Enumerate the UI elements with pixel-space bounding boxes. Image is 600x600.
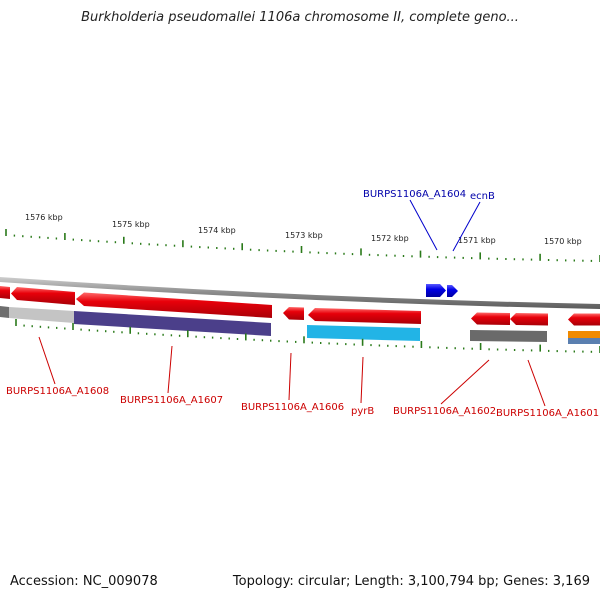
gene-burps1106a-a1602[interactable] [471,312,510,326]
leader-lines [38,199,546,407]
label-pyrb[interactable]: pyrB [351,406,374,417]
scale-ruler-top [5,229,600,262]
band-silver [9,307,74,323]
gene-right-edge[interactable] [568,313,600,326]
accession-label: Accession: NC_009078 [10,574,158,589]
band-grey [470,330,547,342]
leader-burps1106a-a1606 [288,352,292,401]
scale-label-1575: 1575 kbp [112,220,150,229]
genome-stats: Topology: circular; Length: 3,100,794 bp… [232,574,590,589]
leader-burps1106a-a1604 [409,199,438,251]
label-burps1106a-a1606[interactable]: BURPS1106A_A1606 [241,402,344,413]
chromosome-backbone [0,277,600,309]
label-burps1106a-a1602[interactable]: BURPS1106A_A1602 [393,406,496,417]
scale-label-1576: 1576 kbp [25,213,63,222]
gene-burps1106a-a1606[interactable] [283,307,304,320]
leader-ecnb [452,201,481,252]
scale-label-1572: 1572 kbp [371,234,409,243]
gene-ecnb[interactable] [447,285,458,297]
band-steelblue [568,338,600,344]
label-burps1106a-a1604[interactable]: BURPS1106A_A1604 [363,189,466,200]
label-burps1106a-a1607[interactable]: BURPS1106A_A1607 [120,395,223,406]
leader-burps1106a-a1608 [38,336,56,385]
scale-labels: 1576 kbp 1575 kbp 1574 kbp 1573 kbp 1572… [25,213,582,246]
scale-label-1570: 1570 kbp [544,237,582,246]
band-grey-dark-left [0,306,9,318]
band-orange [568,331,600,338]
scale-label-1573: 1573 kbp [285,231,323,240]
leader-pyrb [360,356,364,404]
label-burps1106a-a1601[interactable]: BURPS1106A_A1601 [496,408,599,419]
leader-burps1106a-a1602 [440,359,490,405]
band-cyan [307,325,420,341]
gene-burps1106a-a1601[interactable] [510,313,548,326]
gene-pyrb[interactable] [308,308,421,324]
gene-burps1106a-a1608[interactable] [11,287,75,305]
leader-burps1106a-a1607 [167,345,173,394]
label-burps1106a-a1608[interactable]: BURPS1106A_A1608 [6,386,109,397]
feature-bands [0,306,600,344]
gene-block-edge[interactable] [0,286,10,299]
scale-label-1574: 1574 kbp [198,226,236,235]
band-purple [74,311,271,336]
leader-burps1106a-a1601 [527,359,546,407]
forward-genes [426,284,458,297]
gene-burps1106a-a1604[interactable] [426,284,446,297]
map-title: Burkholderia pseudomallei 1106a chromoso… [81,10,519,25]
reverse-genes [0,286,600,326]
scale-ruler-bottom [15,319,600,353]
gene-burps1106a-a1607[interactable] [76,292,272,319]
scale-label-1571: 1571 kbp [458,236,496,245]
gene-labels: BURPS1106A_A1604 ecnB BURPS1106A_A1608 B… [6,189,599,419]
label-ecnb[interactable]: ecnB [470,191,495,202]
